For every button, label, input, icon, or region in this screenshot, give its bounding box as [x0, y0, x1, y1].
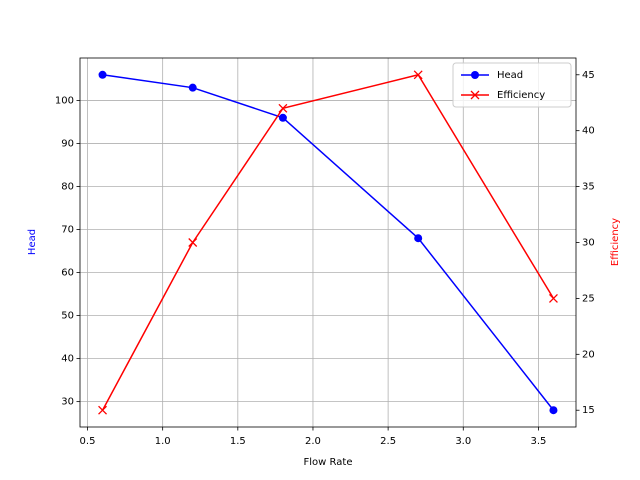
data-point: [548, 293, 558, 303]
y-tick-label: 100: [55, 96, 74, 107]
x-tick-label: 2.5: [380, 436, 396, 447]
legend-label: Head: [497, 70, 523, 81]
y2-tick-label: 15: [582, 405, 595, 416]
legend-label: Efficiency: [497, 90, 545, 101]
y-tick-label: 80: [61, 182, 74, 193]
y2-tick-label: 45: [582, 70, 595, 81]
y-tick-label: 40: [61, 354, 74, 365]
x-tick-label: 0.5: [80, 436, 96, 447]
y-tick-label: 50: [61, 311, 74, 322]
legend-marker: [470, 90, 480, 100]
y2-tick-label: 25: [582, 293, 595, 304]
y-tick-label: 90: [61, 139, 74, 150]
y-axis-label: Head: [27, 229, 38, 255]
y2-axis-label: Efficiency: [610, 218, 621, 266]
data-point: [278, 103, 288, 113]
data-point: [414, 234, 423, 243]
y-tick-label: 70: [61, 225, 74, 236]
legend-box: [452, 62, 572, 108]
data-point: [188, 238, 198, 247]
legend-marker: [471, 71, 479, 79]
x-tick-label: 1.0: [155, 436, 171, 447]
x-tick-label: 1.5: [230, 436, 246, 447]
data-point: [278, 113, 287, 122]
x-tick-label: 2.0: [305, 436, 321, 447]
data-point: [413, 70, 423, 80]
data-point: [98, 405, 108, 415]
y2-tick-label: 20: [582, 349, 595, 360]
plot-frame: [79, 57, 577, 428]
y2-tick-label: 30: [582, 238, 595, 249]
y-tick-label: 60: [61, 268, 74, 279]
data-point: [98, 70, 107, 79]
y2-tick-label: 40: [582, 126, 595, 137]
data-point: [549, 406, 558, 415]
data-point: [188, 83, 197, 92]
y-tick-label: 30: [61, 397, 74, 408]
y2-tick-label: 35: [582, 182, 595, 193]
x-tick-label: 3.5: [530, 436, 546, 447]
x-axis-label: Flow Rate: [304, 457, 353, 468]
x-tick-label: 3.0: [455, 436, 471, 447]
